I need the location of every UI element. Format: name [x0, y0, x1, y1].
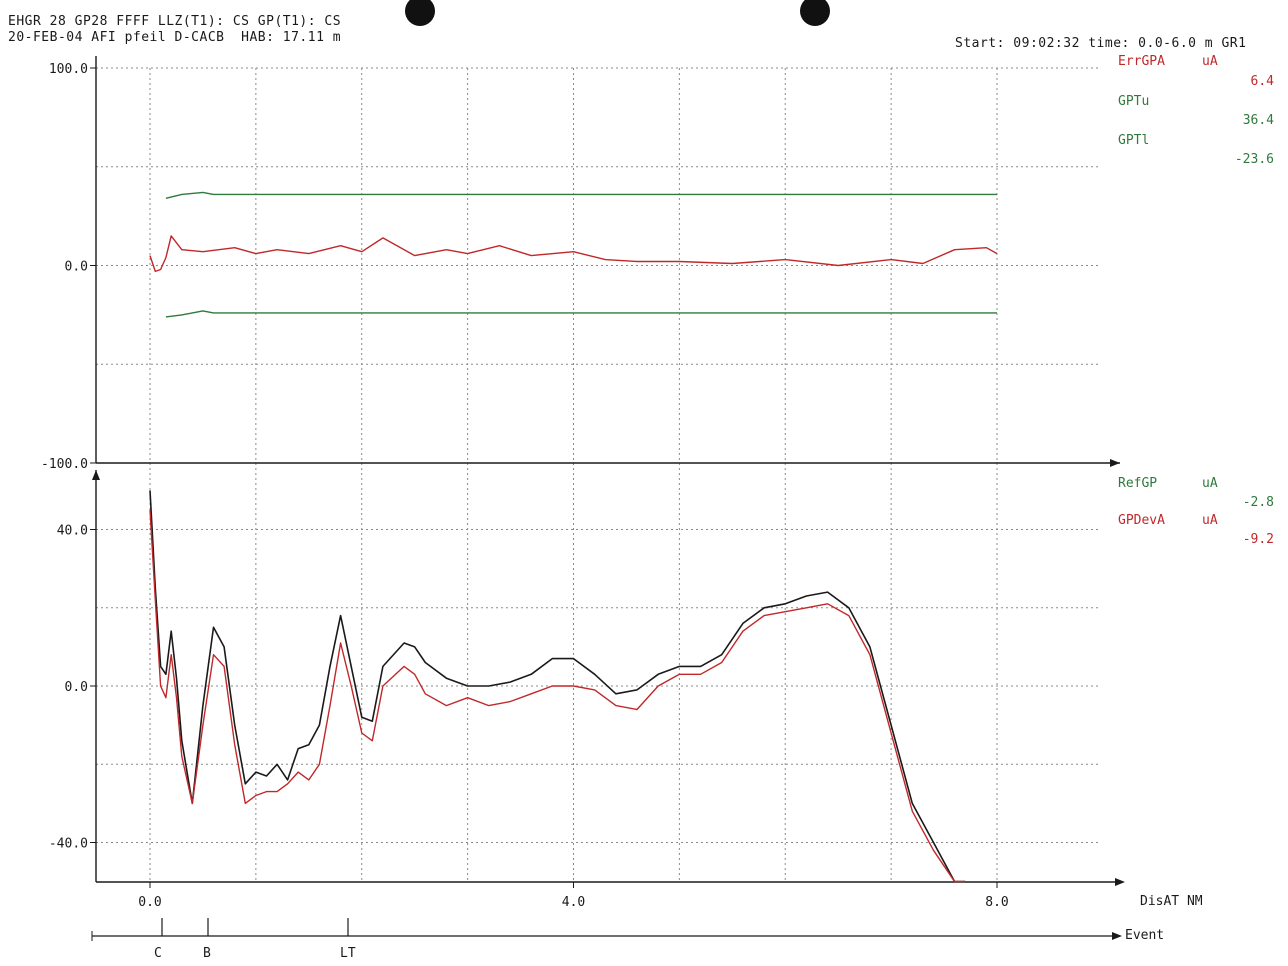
legend-refgp-unit: uA: [1202, 476, 1218, 491]
legend-refgp-value: -2.8: [1242, 495, 1274, 510]
series-gpdeva-line: [149, 509, 966, 883]
series-gptl-line: [165, 310, 997, 318]
header-start-time: Start: 09:02:32 time: 0.0-6.0 m GR1: [955, 36, 1247, 51]
header-line-2: 20-FEB-04 AFI pfeil D-CACB HAB: 17.11 m: [8, 30, 342, 45]
legend-gpdeva-unit: uA: [1202, 513, 1218, 528]
legend-gptu-name: GPTu: [1118, 94, 1150, 109]
legend-gpdeva-value: -9.2: [1242, 532, 1274, 547]
punch-hole-left: [405, 0, 435, 26]
series-errgpa-line: [149, 235, 998, 273]
series-gptu-line: [165, 191, 997, 199]
bottom-x-axis-arrow: [1115, 878, 1125, 886]
legend-gpdeva-name: GPDevA: [1118, 513, 1165, 528]
top-y-tick-label: 0.0: [65, 260, 88, 275]
event-axis-arrow: [1112, 932, 1122, 940]
x-tick-label: 4.0: [562, 895, 585, 910]
top-y-tick-label: -100.0: [41, 457, 88, 472]
x-axis-unit-label: DisAT NM: [1140, 894, 1203, 909]
top-y-tick-label: 100.0: [49, 62, 88, 77]
event-axis-label: Event: [1125, 928, 1165, 943]
legend-errgpa-name: ErrGPA: [1118, 54, 1165, 69]
legend-errgpa-value: 6.4: [1250, 74, 1274, 89]
punch-hole-right: [800, 0, 830, 26]
x-tick-label: 0.0: [138, 895, 161, 910]
event-marker-c: C: [154, 946, 162, 961]
x-tick-label: 8.0: [985, 895, 1008, 910]
legend-refgp-name: RefGP: [1118, 476, 1158, 491]
bottom-y-tick-label: -40.0: [49, 837, 88, 852]
legend-gptl-name: GPTl: [1118, 133, 1150, 148]
legend-gptu-value: 36.4: [1242, 113, 1274, 128]
event-marker-lt: LT: [340, 946, 356, 961]
header-line-1: EHGR 28 GP28 FFFF LLZ(T1): CS GP(T1): CS: [8, 14, 342, 29]
legend-gptl-value: -23.6: [1234, 152, 1274, 167]
event-marker-b: B: [203, 946, 211, 961]
legend-errgpa-unit: uA: [1202, 54, 1218, 69]
series-refgp-line: [149, 490, 966, 883]
bottom-y-tick-label: 0.0: [65, 680, 88, 695]
top-x-axis-arrow: [1110, 459, 1120, 467]
bottom-y-tick-label: 40.0: [57, 524, 88, 539]
